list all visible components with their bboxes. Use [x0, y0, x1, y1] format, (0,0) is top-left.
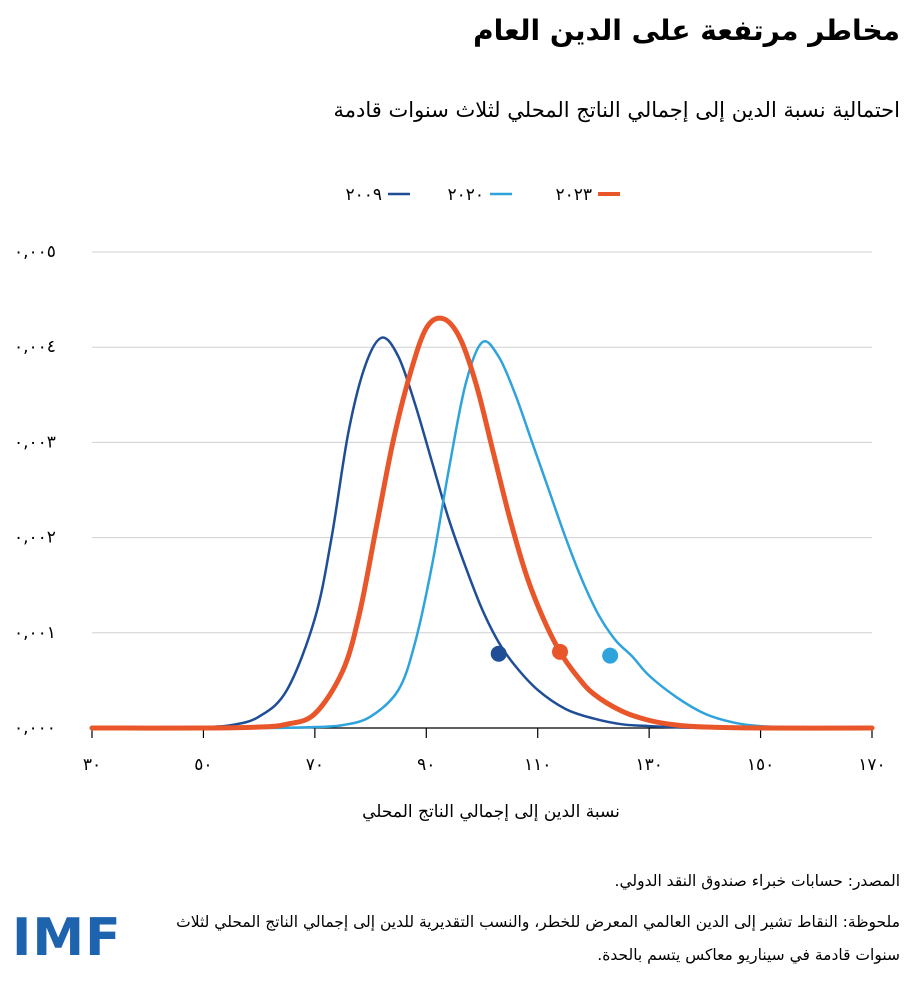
- y-tick-label: ٠,٠٠٤: [14, 337, 56, 357]
- series-lines: [89, 315, 875, 731]
- risk-marker-1: [552, 643, 568, 660]
- footnote: ملحوظة: النقاط تشير إلى الدين العالمي ال…: [176, 913, 900, 964]
- legend-label-0: ٢٠٠٩: [345, 185, 382, 205]
- chart-title: مخاطر مرتفعة على الدين العام: [473, 14, 900, 47]
- x-tick-label: ١١٠: [524, 755, 551, 775]
- y-tick-label: ٠,٠٠١: [14, 623, 56, 643]
- x-tick-label: ٩٠: [417, 755, 435, 775]
- x-axis: ٣٠ ٥٠ ٧٠ ٩٠ ١١٠ ١٣٠ ١٥٠ ١٧٠: [83, 727, 886, 775]
- series-markers: [490, 643, 619, 664]
- risk-marker-2: [602, 647, 619, 664]
- y-tick-label: ٠,٠٠٢: [14, 528, 56, 548]
- chart-subtitle: احتمالية نسبة الدين إلى إجمالي الناتج ال…: [333, 98, 901, 122]
- x-tick-label: ١٧٠: [858, 755, 885, 775]
- y-axis-ticks: ٠,٠٠٠ ٠,٠٠١ ٠,٠٠٢ ٠,٠٠٣ ٠,٠٠٤ ٠,٠٠٥: [14, 242, 56, 738]
- x-tick-label: ٣٠: [83, 755, 101, 775]
- gridlines: [92, 251, 872, 634]
- x-tick-label: ١٣٠: [635, 755, 662, 775]
- x-tick-label: ٥٠: [194, 755, 212, 775]
- source-note: المصدر: حسابات خبراء صندوق النقد الدولي.: [614, 872, 900, 890]
- legend-label-2: ٢٠٢٣: [555, 185, 592, 205]
- imf-logo: IMF: [12, 908, 122, 968]
- x-tick-label: ١٥٠: [747, 755, 774, 775]
- risk-marker-0: [490, 645, 507, 662]
- y-tick-label: ٠,٠٠٠: [14, 718, 56, 738]
- series-line-2: [89, 315, 875, 731]
- series-line-0: [90, 336, 874, 730]
- x-axis-label: نسبة الدين إلى إجمالي الناتج المحلي: [362, 802, 620, 822]
- y-tick-label: ٠,٠٠٣: [14, 432, 56, 452]
- x-tick-label: ٧٠: [306, 755, 324, 775]
- y-tick-label: ٠,٠٠٥: [14, 242, 56, 262]
- legend: ٢٠٢٣ ٢٠٢٠ ٢٠٠٩: [345, 185, 620, 205]
- series-line-1: [90, 340, 874, 730]
- legend-label-1: ٢٠٢٠: [447, 185, 484, 205]
